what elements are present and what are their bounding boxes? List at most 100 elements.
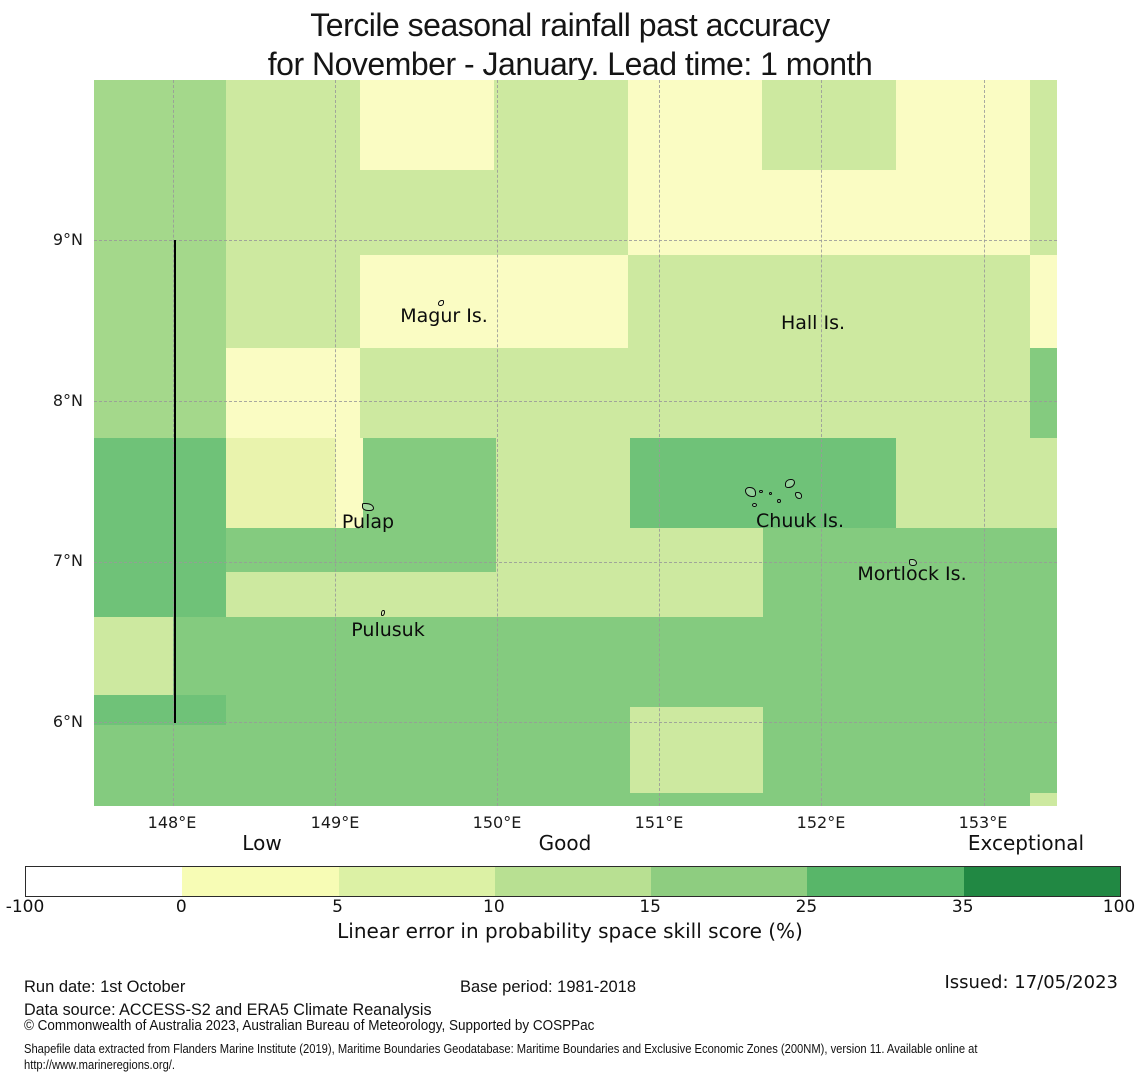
island-label: Pulusuk	[351, 619, 425, 641]
data-source-text: Data source: ACCESS-S2 and ERA5 Climate …	[24, 1000, 432, 1019]
map-cell	[94, 528, 226, 617]
map-cell	[94, 438, 226, 528]
issued-date-text: Issued: 17/05/2023	[944, 972, 1118, 993]
copyright-text: © Commonwealth of Australia 2023, Austra…	[24, 1018, 595, 1034]
run-date-text: Run date: 1st October	[24, 977, 186, 996]
y-axis-tick-label: 9°N	[52, 230, 83, 249]
map-cell	[226, 255, 360, 348]
island-outline	[759, 490, 763, 493]
chart-title: Tercile seasonal rainfall past accuracy …	[0, 6, 1140, 84]
meridian-gridline	[172, 80, 174, 806]
island-outline	[785, 479, 795, 488]
meridian-gridline	[334, 80, 336, 806]
map-cell	[226, 438, 336, 528]
map-cell	[762, 80, 896, 170]
map-cell	[94, 170, 226, 255]
map-cell	[896, 438, 1057, 528]
map-cell	[94, 695, 226, 725]
y-axis-tick-label: 6°N	[52, 712, 83, 731]
island-outline	[795, 492, 802, 499]
map-cell	[1030, 348, 1057, 438]
colorbar-segment	[338, 867, 495, 896]
colorbar-segment	[963, 867, 1120, 896]
map-cell	[226, 348, 360, 438]
map-cell	[360, 255, 628, 348]
map-cell	[336, 438, 363, 528]
map-cell	[173, 617, 1057, 695]
colorbar-segment	[807, 867, 964, 896]
map-cell	[226, 80, 360, 170]
colorbar-tick-label: 10	[483, 897, 505, 917]
chart-title-line1: Tercile seasonal rainfall past accuracy	[310, 7, 830, 43]
x-axis-tick-label: 152°E	[796, 813, 846, 832]
colorbar-segment	[26, 867, 183, 896]
meridian-gridline	[821, 80, 823, 806]
map-cell	[94, 617, 173, 695]
map-cell	[896, 80, 1030, 170]
parallel-gridline	[94, 722, 1057, 723]
map-cell	[360, 348, 1030, 438]
y-axis-tick-label: 7°N	[52, 551, 83, 570]
map-cell	[763, 528, 1057, 617]
island-label: Hall Is.	[780, 312, 846, 334]
colorbar-class-label: Good	[538, 831, 592, 855]
island-outline	[909, 559, 917, 566]
colorbar-segment	[494, 867, 652, 896]
map-cell	[630, 438, 896, 528]
x-axis-tick-label: 149°E	[310, 813, 360, 832]
map-cell	[628, 255, 1030, 348]
base-period-text: Base period: 1981-2018	[460, 977, 637, 996]
meridian-gridline	[497, 80, 498, 806]
map-cell	[94, 255, 226, 348]
map-cell	[363, 438, 496, 528]
map-cell	[94, 725, 1057, 806]
island-outline	[745, 487, 756, 497]
colorbar-tick-label: 5	[332, 897, 343, 917]
map-cell	[1030, 80, 1057, 170]
colorbar-class-label: Exceptional	[967, 831, 1085, 855]
colorbar-axis-label: Linear error in probability space skill …	[337, 919, 803, 943]
map-cell	[628, 170, 1030, 255]
eez-boundary-line	[173, 240, 176, 723]
island-outline	[769, 492, 772, 495]
island-label: Pulap	[341, 511, 395, 533]
x-axis-tick-label: 148°E	[147, 813, 197, 832]
map-cell	[226, 528, 496, 572]
map-cell	[94, 348, 226, 438]
map-cell	[94, 80, 226, 170]
colorbar-tick-label: 25	[795, 897, 818, 917]
meridian-gridline	[659, 80, 661, 806]
chart-title-line2: for November - January. Lead time: 1 mon…	[267, 46, 873, 82]
colorbar-class-label: Low	[242, 831, 282, 855]
parallel-gridline	[94, 240, 1057, 241]
parallel-gridline	[94, 401, 1057, 402]
x-axis-tick-label: 151°E	[634, 813, 684, 832]
island-outline	[777, 499, 781, 503]
island-outline	[438, 300, 444, 306]
map-cell	[360, 80, 494, 170]
map-cell	[1030, 170, 1057, 255]
map-cell	[226, 170, 628, 255]
colorbar	[25, 866, 1121, 897]
map-cell	[494, 80, 628, 170]
meridian-gridline	[983, 80, 985, 806]
island-label: Magur Is.	[400, 305, 488, 327]
colorbar-segment	[651, 867, 808, 896]
island-outline	[381, 610, 385, 616]
map-cell	[630, 707, 763, 793]
map-cell	[628, 80, 762, 170]
x-axis-tick-label: 150°E	[472, 813, 522, 832]
island-outline	[362, 503, 374, 511]
island-label: Chuuk Is.	[756, 510, 844, 532]
map-cell	[1030, 793, 1057, 806]
map-canvas: Magur Is. Hall Is. Pulap Chuuk Is. Mortlock …	[94, 80, 1057, 806]
map-cell	[496, 528, 763, 617]
map-cell	[226, 572, 496, 617]
map-cell	[496, 438, 630, 528]
colorbar-tick-label: 35	[951, 897, 974, 917]
map-cell	[1030, 255, 1057, 348]
parallel-gridline	[94, 561, 1057, 563]
island-outline	[752, 503, 757, 507]
island-label: Mortlock Is.	[857, 563, 967, 585]
